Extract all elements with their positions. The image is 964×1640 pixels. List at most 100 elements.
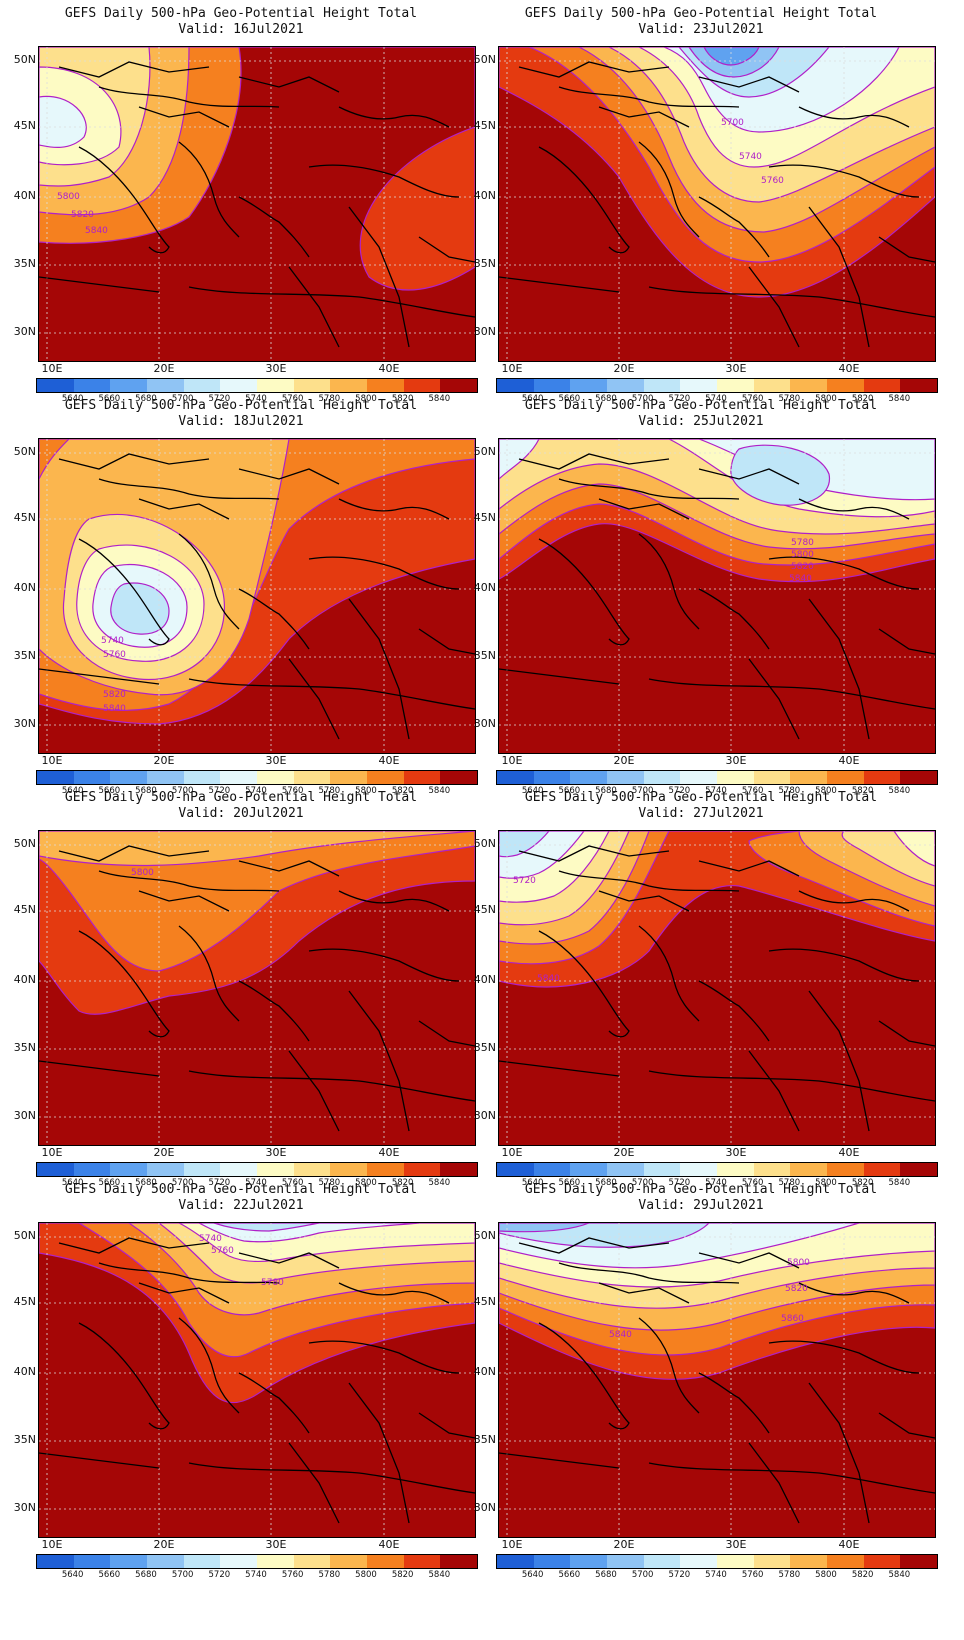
latitude-tick-label: 40N — [13, 189, 36, 202]
colorbar-label: 5720 — [668, 1178, 691, 1188]
colorbar-swatch — [330, 1555, 368, 1568]
colorbar-label: 5840 — [428, 394, 451, 404]
colorbar-swatch — [863, 1163, 901, 1176]
latitude-tick-label: 35N — [473, 649, 496, 662]
panel-valid-date: Valid: 20Jul2021 — [178, 806, 304, 821]
panel-valid-date: Valid: 16Jul2021 — [178, 22, 304, 37]
coastline — [878, 1020, 935, 1047]
colorbar-label: 5820 — [391, 786, 414, 796]
colorbar-swatch — [680, 1555, 718, 1568]
colorbar-swatch — [110, 771, 148, 784]
latitude-tick-label: 50N — [473, 445, 496, 458]
latitude-tick-label: 45N — [473, 1295, 496, 1308]
coastline — [538, 538, 630, 646]
colorbar-label: 5780 — [778, 786, 801, 796]
coastline — [138, 890, 230, 912]
map-panel: GEFS Daily 500-hPa Geo-Potential Height … — [0, 392, 482, 802]
coastline — [638, 141, 700, 238]
coastline — [338, 498, 450, 520]
coastline — [238, 980, 310, 1042]
latitude-tick-label: 40N — [13, 581, 36, 594]
colorbar-label: 5640 — [521, 1178, 544, 1188]
coastline — [78, 146, 170, 254]
colorbar-swatch — [367, 379, 404, 392]
colorbar-swatch — [533, 771, 571, 784]
colorbar-label: 5700 — [631, 1570, 654, 1580]
panel-valid-date: Valid: 22Jul2021 — [178, 1198, 304, 1213]
coastline — [808, 598, 870, 740]
colorbar-label: 5680 — [135, 1570, 157, 1580]
colorbar-swatch — [607, 379, 644, 392]
coastline — [638, 1317, 700, 1414]
longitude-tick-label: 10E — [41, 754, 63, 767]
height-band — [499, 831, 550, 858]
coastline — [39, 1452, 160, 1469]
height-field-map: 5800 5820 5840 — [38, 46, 476, 362]
coastline — [518, 845, 670, 862]
colorbar-label: 5640 — [61, 394, 84, 404]
colorbar-swatch — [607, 1163, 644, 1176]
colorbar-label: 5680 — [595, 394, 617, 404]
latitude-tick-label: 45N — [473, 903, 496, 916]
colorbar-label: 5840 — [888, 394, 911, 404]
coastline — [238, 1252, 340, 1269]
longitude-tick-label: 30E — [725, 1538, 747, 1551]
colorbar-label: 5800 — [355, 394, 377, 404]
longitude-tick-label: 30E — [725, 1146, 747, 1159]
contour-label: 5760 — [761, 176, 784, 186]
latitude-tick-label: 40N — [473, 189, 496, 202]
colorbar-swatch — [533, 1555, 571, 1568]
colorbar-label: 5820 — [391, 1178, 414, 1188]
colorbar-swatch — [753, 1163, 791, 1176]
colorbar-label: 5820 — [391, 1570, 414, 1580]
colorbar-swatch — [570, 379, 608, 392]
coastline — [58, 1237, 210, 1254]
colorbar-swatch — [863, 771, 901, 784]
colorbar-swatch — [257, 1163, 294, 1176]
latitude-tick-label: 35N — [473, 257, 496, 270]
colorbar — [36, 1162, 478, 1177]
colorbar-swatch — [440, 379, 478, 392]
colorbar-swatch — [863, 379, 901, 392]
coastline — [39, 668, 160, 685]
colorbar-swatch — [183, 1555, 221, 1568]
colorbar-label: 5640 — [521, 786, 544, 796]
longitude-tick-label: 10E — [41, 1538, 63, 1551]
latitude-tick-label: 50N — [13, 1229, 36, 1242]
latitude-tick-label: 30N — [13, 1501, 36, 1514]
colorbar-label: 5640 — [61, 1570, 84, 1580]
panel-valid-date: Valid: 27Jul2021 — [638, 806, 764, 821]
colorbar-label: 5840 — [888, 1178, 911, 1188]
height-band — [499, 1223, 590, 1233]
longitude-tick-label: 40E — [378, 1538, 400, 1551]
longitude-tick-label: 10E — [501, 754, 523, 767]
longitude-tick-label: 40E — [378, 362, 400, 375]
longitude-tick-label: 20E — [153, 754, 175, 767]
colorbar-swatch — [440, 1555, 478, 1568]
coastline — [748, 658, 800, 740]
coastline — [188, 678, 475, 710]
coastline — [598, 890, 690, 912]
colorbar-label: 5720 — [208, 1570, 231, 1580]
longitude-tick-label: 20E — [153, 362, 175, 375]
coastline — [499, 1452, 620, 1469]
coastline — [698, 860, 800, 877]
coastline — [138, 106, 230, 128]
colorbar — [36, 1554, 478, 1569]
map-panel: GEFS Daily 500-hPa Geo-Potential Height … — [0, 0, 482, 410]
colorbar-swatch — [37, 771, 74, 784]
panel-title: GEFS Daily 500-hPa Geo-Potential Height … — [524, 790, 878, 805]
longitude-tick-label: 40E — [378, 754, 400, 767]
latitude-tick-label: 45N — [13, 511, 36, 524]
coastline — [648, 678, 935, 710]
colorbar-swatch — [37, 1555, 74, 1568]
latitude-tick-label: 50N — [13, 53, 36, 66]
colorbar-swatch — [827, 1555, 864, 1568]
contour-label: 5760 — [211, 1246, 234, 1256]
coastline — [748, 1442, 800, 1524]
colorbar-label: 5780 — [318, 1178, 341, 1188]
colorbar-swatch — [533, 379, 571, 392]
colorbar-swatch — [440, 771, 478, 784]
colorbar-swatch — [717, 1555, 754, 1568]
colorbar-label: 5700 — [171, 1570, 194, 1580]
